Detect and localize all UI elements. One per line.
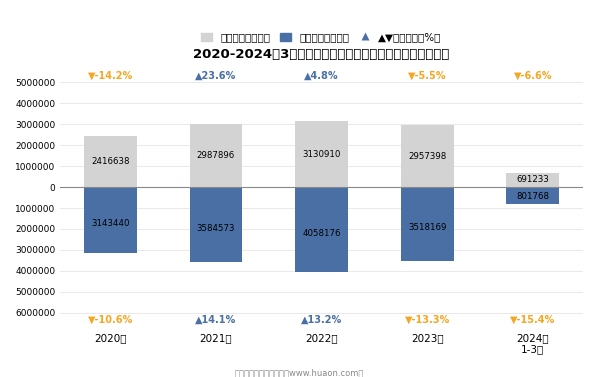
Text: ▼-10.6%: ▼-10.6% xyxy=(88,315,133,325)
Legend: 出口额（万美元）, 进口额（万美元）, ▲▼同比增长（%）: 出口额（万美元）, 进口额（万美元）, ▲▼同比增长（%） xyxy=(197,28,446,47)
Text: ▼-5.5%: ▼-5.5% xyxy=(408,70,447,81)
Text: 2416638: 2416638 xyxy=(91,157,130,166)
Bar xyxy=(295,121,348,187)
Text: 制图：华经产业研究院（www.huaon.com）: 制图：华经产业研究院（www.huaon.com） xyxy=(234,368,364,377)
Text: ▲23.6%: ▲23.6% xyxy=(196,70,237,81)
Bar xyxy=(295,187,348,272)
Text: 2957398: 2957398 xyxy=(408,152,446,161)
Text: 3584573: 3584573 xyxy=(197,224,235,233)
Text: 3130910: 3130910 xyxy=(303,150,341,159)
Bar xyxy=(190,124,242,187)
Bar xyxy=(507,187,559,204)
Text: ▲4.8%: ▲4.8% xyxy=(304,70,339,81)
Text: ▲13.2%: ▲13.2% xyxy=(301,315,342,325)
Text: ▼-13.3%: ▼-13.3% xyxy=(405,315,450,325)
Text: ▲14.1%: ▲14.1% xyxy=(196,315,237,325)
Bar xyxy=(84,187,137,253)
Bar xyxy=(401,187,454,261)
Bar xyxy=(401,125,454,187)
Text: ▼-15.4%: ▼-15.4% xyxy=(510,315,556,325)
Text: 691233: 691233 xyxy=(517,175,549,184)
Bar xyxy=(84,136,137,187)
Text: 3143440: 3143440 xyxy=(91,219,130,228)
Title: 2020-2024年3月大连市商品收发货人所在地进、出口额统计: 2020-2024年3月大连市商品收发货人所在地进、出口额统计 xyxy=(193,49,450,61)
Bar xyxy=(507,173,559,187)
Text: 3518169: 3518169 xyxy=(408,223,446,232)
Text: 801768: 801768 xyxy=(516,192,550,201)
Text: 4058176: 4058176 xyxy=(303,229,341,238)
Bar xyxy=(190,187,242,262)
Text: ▼-6.6%: ▼-6.6% xyxy=(514,70,552,81)
Text: 2987896: 2987896 xyxy=(197,151,235,160)
Text: ▼-14.2%: ▼-14.2% xyxy=(88,70,133,81)
